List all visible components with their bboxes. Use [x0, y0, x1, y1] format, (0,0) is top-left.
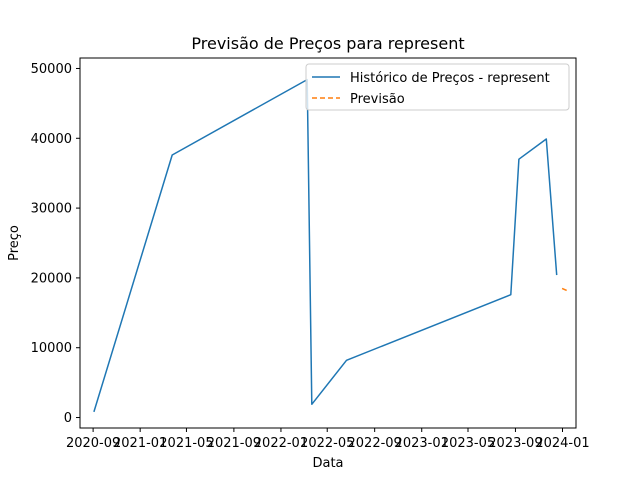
series-line-1: [561, 287, 568, 292]
legend: Histórico de Preços - represent Previsão: [305, 63, 570, 111]
y-tick-label: 0: [64, 411, 72, 426]
y-tick-label: 10000: [31, 341, 72, 356]
x-tick-label: 2020-09: [66, 436, 120, 451]
axes-frame: [79, 57, 577, 429]
legend-label-previsao: Previsão: [350, 92, 405, 107]
x-tick-label: 2023-01: [395, 436, 449, 451]
legend-box: [305, 63, 570, 111]
x-tick-label: 2021-01: [113, 436, 167, 451]
x-axis: 2020-092021-012021-052021-092022-012022-…: [66, 428, 590, 451]
x-tick-label: 2021-09: [207, 436, 261, 451]
y-tick-label: 40000: [31, 132, 72, 147]
series-line-0: [93, 78, 558, 413]
x-tick-label: 2021-05: [159, 436, 213, 451]
x-tick-label: 2022-05: [300, 436, 354, 451]
legend-label-historico: Histórico de Preços - represent: [350, 71, 550, 86]
x-tick-label: 2023-05: [441, 436, 495, 451]
y-tick-label: 20000: [31, 271, 72, 286]
x-tick-label: 2023-09: [488, 436, 542, 451]
chart-title: Previsão de Preços para represent: [191, 34, 464, 53]
x-tick-label: 2022-01: [254, 436, 308, 451]
y-axis: 0 10000 20000 30000 40000 50000: [31, 62, 80, 426]
x-axis-label: Data: [312, 456, 343, 471]
x-tick-label: 2022-09: [348, 436, 402, 451]
x-tick-label: 2024-01: [535, 436, 589, 451]
y-tick-label: 50000: [31, 62, 72, 77]
y-axis-label: Preço: [7, 225, 22, 261]
y-tick-label: 30000: [31, 202, 72, 217]
plot-area: [93, 78, 568, 413]
